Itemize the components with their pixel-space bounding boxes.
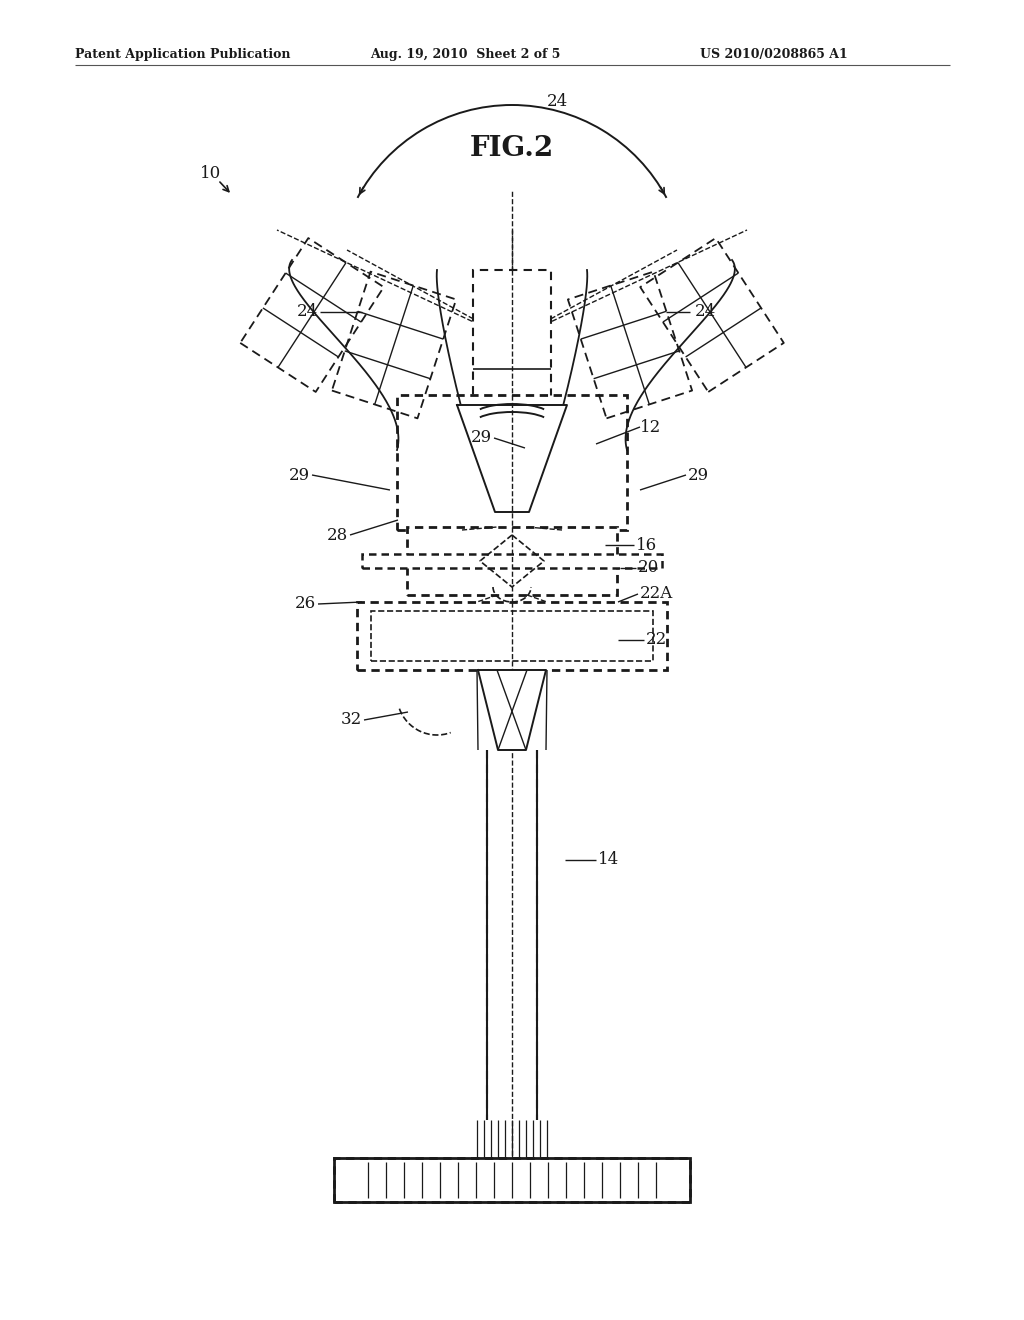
Bar	[371, 611, 653, 661]
Text: 10: 10	[200, 165, 221, 182]
Text: 22A: 22A	[640, 586, 673, 602]
Text: 24: 24	[695, 304, 716, 321]
Text: 20: 20	[638, 560, 659, 577]
Text: Aug. 19, 2010  Sheet 2 of 5: Aug. 19, 2010 Sheet 2 of 5	[370, 48, 560, 61]
Text: 32: 32	[341, 711, 362, 729]
Bar	[397, 395, 627, 531]
Text: 12: 12	[640, 418, 662, 436]
Text: Patent Application Publication: Patent Application Publication	[75, 48, 291, 61]
Text: 29: 29	[289, 466, 310, 483]
Bar	[473, 271, 551, 450]
Polygon shape	[457, 405, 567, 512]
Text: 14: 14	[598, 851, 620, 869]
Text: 24: 24	[547, 92, 568, 110]
Bar	[334, 1158, 690, 1203]
Text: 29: 29	[688, 466, 710, 483]
Bar	[357, 602, 667, 671]
Text: 29: 29	[471, 429, 492, 446]
Polygon shape	[478, 671, 546, 750]
Text: FIG.2: FIG.2	[470, 135, 554, 162]
Text: 28: 28	[327, 527, 348, 544]
Text: 26: 26	[295, 595, 316, 612]
Text: 22: 22	[646, 631, 668, 648]
Bar	[362, 554, 662, 568]
Text: 16: 16	[636, 536, 657, 553]
Bar	[407, 527, 617, 595]
Text: 24: 24	[297, 304, 318, 321]
Bar	[334, 1158, 690, 1203]
Text: US 2010/0208865 A1: US 2010/0208865 A1	[700, 48, 848, 61]
